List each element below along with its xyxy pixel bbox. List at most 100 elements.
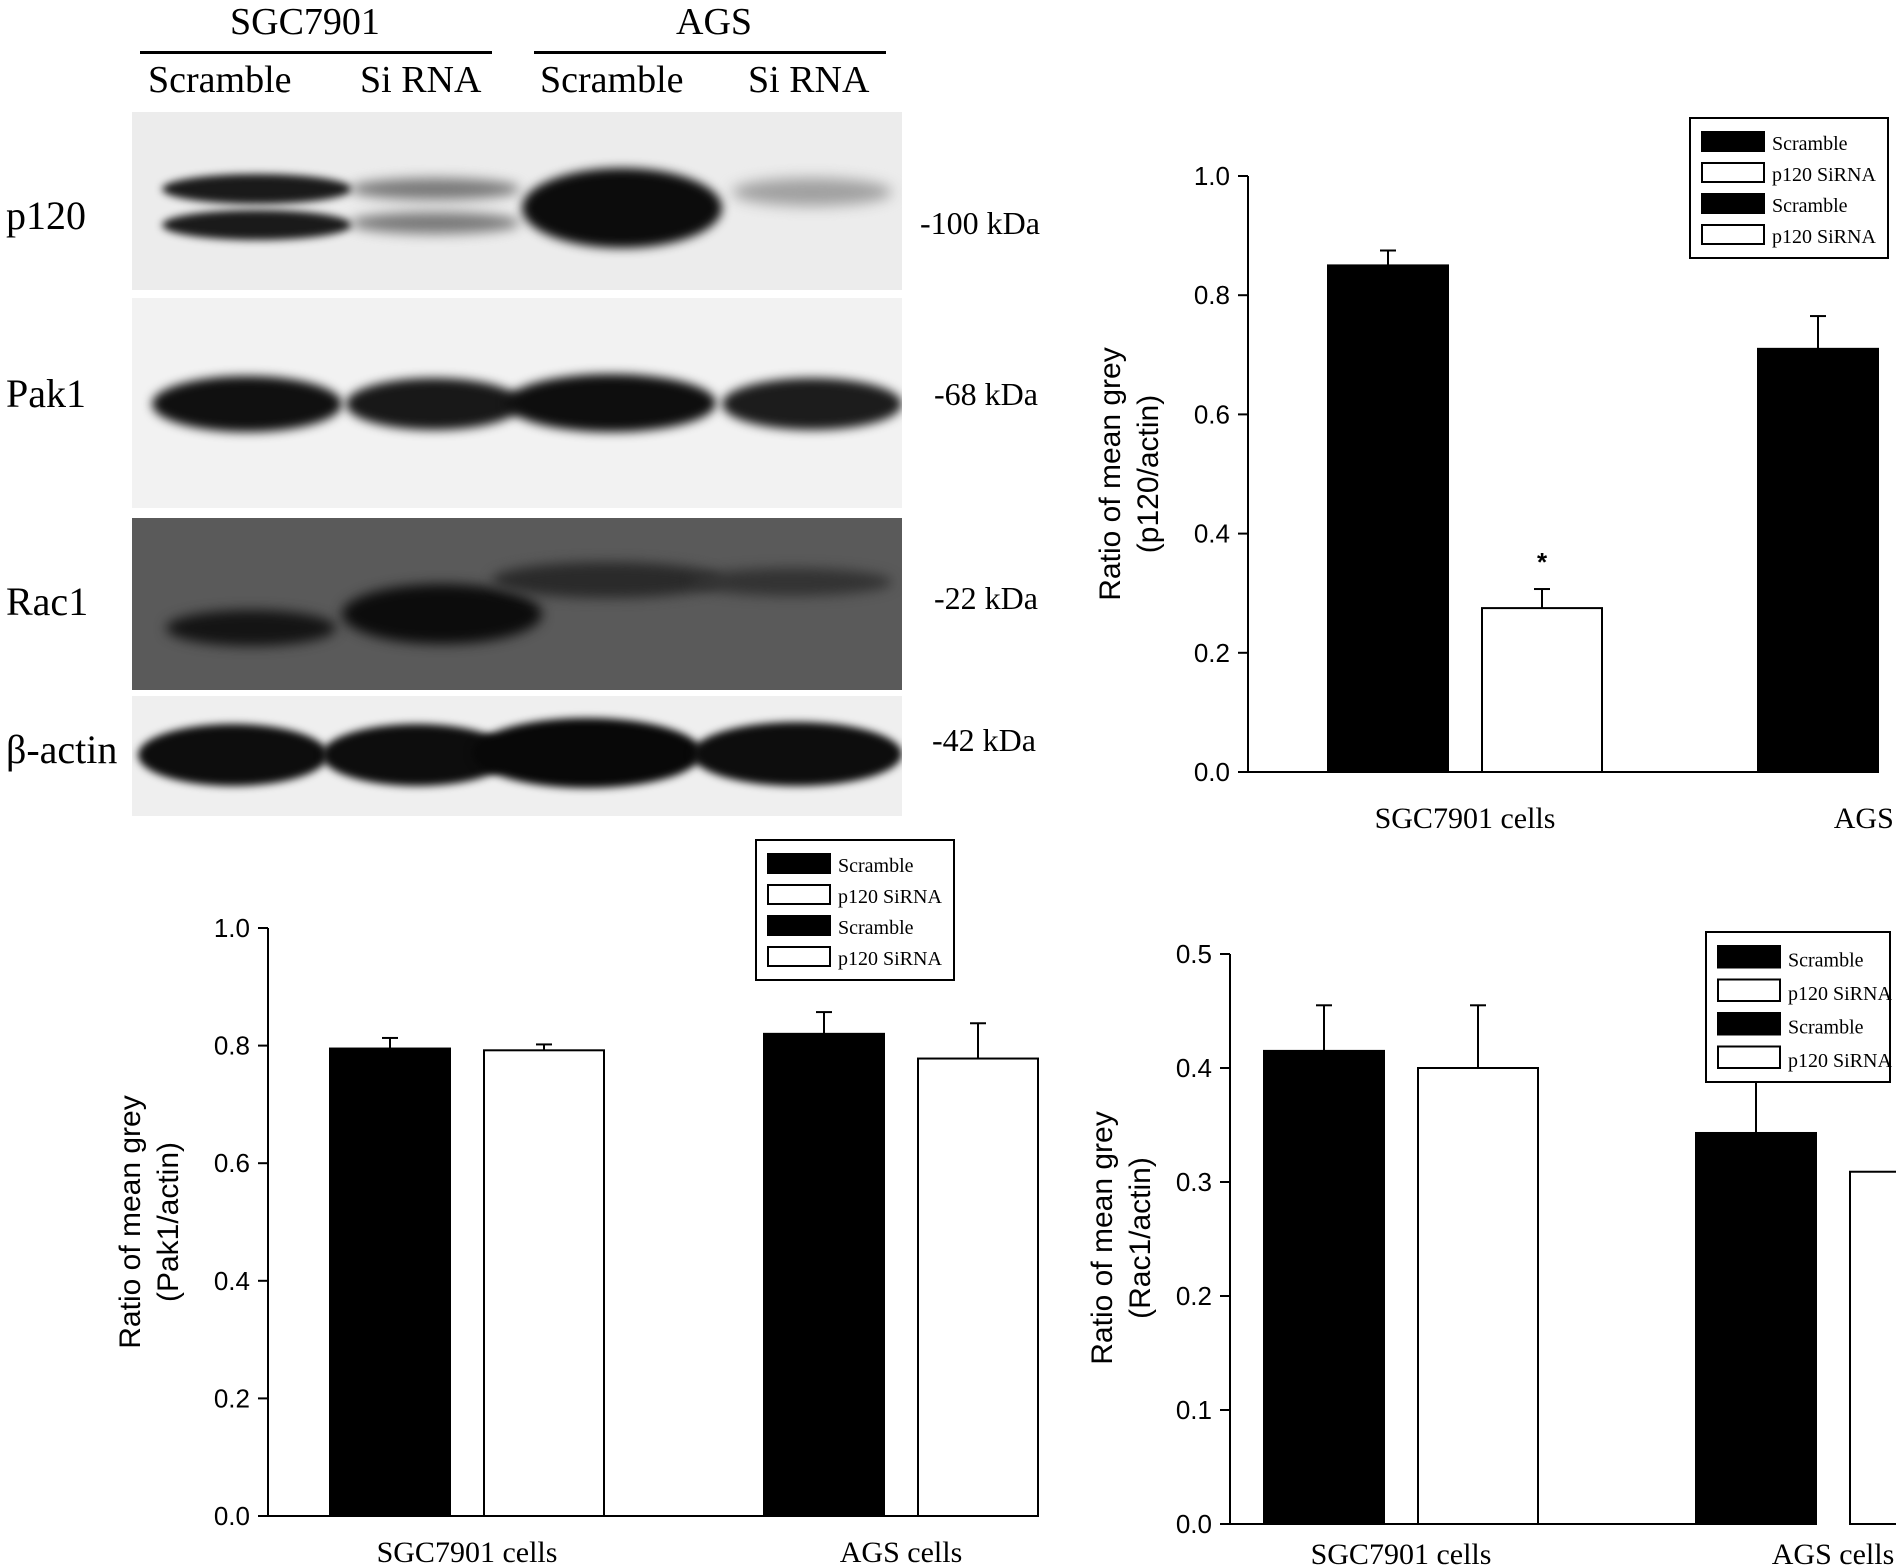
y-tick-label: 1.0 <box>1194 161 1230 191</box>
condition-label: Si RNA <box>360 59 482 101</box>
bar <box>1417 1067 1539 1525</box>
y-tick-label: 0.6 <box>1194 399 1230 429</box>
blot-panel-pak1 <box>132 298 902 508</box>
x-category-label: SGC7901 cells <box>1311 1538 1492 1568</box>
y-axis-label: Ratio of mean grey <box>114 1095 147 1348</box>
legend-swatch <box>1701 162 1765 183</box>
legend-label: p120 SiRNA <box>1772 226 1876 248</box>
y-tick-label: 0.2 <box>1176 1281 1212 1311</box>
size-marker-100kda: -100 kDa <box>920 205 1040 241</box>
bar <box>1695 1131 1817 1525</box>
band <box>350 212 520 234</box>
band <box>692 568 892 596</box>
y-tick-label: 1.0 <box>214 913 250 943</box>
x-category-label: AGS cells <box>1834 802 1896 835</box>
legend-swatch <box>767 853 831 874</box>
y-tick-label: 0.8 <box>214 1031 250 1061</box>
legend-swatch <box>1717 1045 1781 1069</box>
condition-label: Si RNA <box>748 59 870 101</box>
band <box>346 378 522 430</box>
band <box>506 374 716 432</box>
legend-label: Scramble <box>838 917 914 939</box>
bar <box>763 1032 885 1517</box>
band <box>722 378 902 430</box>
blot-panel-p120 <box>132 112 902 290</box>
bar <box>1327 264 1449 773</box>
y-tick-label: 0.1 <box>1176 1395 1212 1425</box>
band <box>692 722 902 786</box>
legend-label: p120 SiRNA <box>1788 983 1892 1005</box>
bar <box>917 1057 1039 1517</box>
bar <box>1263 1049 1385 1526</box>
band <box>342 584 542 644</box>
band <box>152 376 342 432</box>
y-axis-label: (p120/actin) <box>1132 395 1165 553</box>
size-marker-22kda: -22 kDa <box>934 580 1038 616</box>
y-tick-label: 0.2 <box>214 1383 250 1413</box>
y-tick-label: 0.4 <box>214 1266 250 1296</box>
cell-line-underline-ags <box>534 51 886 54</box>
legend-swatch <box>1717 1012 1781 1036</box>
y-tick-label: 0.0 <box>1176 1509 1212 1539</box>
y-axis-label: Ratio of mean grey <box>1086 1111 1119 1364</box>
legend-label: Scramble <box>838 855 914 877</box>
legend-label: Scramble <box>1788 1017 1864 1039</box>
legend-label: Scramble <box>1772 195 1848 217</box>
legend-swatch <box>1701 193 1765 214</box>
y-tick-label: 0.5 <box>1176 939 1212 969</box>
size-marker-42kda: -42 kDa <box>932 722 1036 758</box>
y-tick-label: 0.0 <box>1194 757 1230 787</box>
protein-label-pak1: Pak1 <box>6 371 86 416</box>
band <box>732 178 892 206</box>
legend-swatch <box>767 915 831 936</box>
x-category-label: AGS cells <box>840 1536 963 1568</box>
cell-line-label-ags: AGS <box>676 1 753 43</box>
bar <box>1757 347 1879 773</box>
protein-label-rac1: Rac1 <box>6 579 89 624</box>
cell-line-underline-sgc7901 <box>140 51 492 54</box>
band <box>522 168 722 248</box>
legend-swatch <box>1717 945 1781 969</box>
band <box>162 174 352 204</box>
blot-panel-rac1 <box>132 518 902 690</box>
x-category-label: SGC7901 cells <box>1375 802 1556 835</box>
y-tick-label: 0.2 <box>1194 638 1230 668</box>
legend-swatch <box>1701 224 1765 245</box>
legend-swatch <box>1717 978 1781 1002</box>
legend-label: p120 SiRNA <box>838 948 942 970</box>
y-tick-label: 0.4 <box>1176 1053 1212 1083</box>
y-axis-label: Ratio of mean grey <box>1094 347 1127 600</box>
legend-swatch <box>767 884 831 905</box>
y-tick-label: 0.4 <box>1194 519 1230 549</box>
size-marker-68kda: -68 kDa <box>934 376 1038 412</box>
band <box>492 562 722 598</box>
legend-swatch <box>1701 131 1765 152</box>
blot-panel-beta-actin <box>132 696 902 816</box>
cell-line-label-sgc7901: SGC7901 <box>230 1 380 43</box>
protein-label-beta-actin: β-actin <box>6 727 118 772</box>
legend-label: Scramble <box>1772 133 1848 155</box>
y-tick-label: 0.3 <box>1176 1167 1212 1197</box>
condition-label: Scramble <box>540 59 684 101</box>
legend-swatch <box>767 946 831 967</box>
band <box>350 178 520 200</box>
legend-label: p120 SiRNA <box>838 886 942 908</box>
y-tick-label: 0.0 <box>214 1501 250 1531</box>
bar <box>1481 607 1603 773</box>
significance-marker: * <box>1537 547 1548 577</box>
bar <box>329 1047 451 1518</box>
condition-label: Scramble <box>148 59 292 101</box>
bar <box>1849 1170 1896 1525</box>
y-tick-label: 0.8 <box>1194 280 1230 310</box>
legend-label: p120 SiRNA <box>1772 164 1876 186</box>
y-axis-label: (Rac1/actin) <box>1124 1157 1157 1319</box>
legend-label: p120 SiRNA <box>1788 1050 1892 1072</box>
bar <box>483 1049 605 1517</box>
protein-label-p120: p120 <box>6 193 86 238</box>
band <box>162 210 352 240</box>
x-category-label: AGS cells <box>1772 1538 1895 1568</box>
legend-label: Scramble <box>1788 950 1864 972</box>
band <box>472 718 702 788</box>
